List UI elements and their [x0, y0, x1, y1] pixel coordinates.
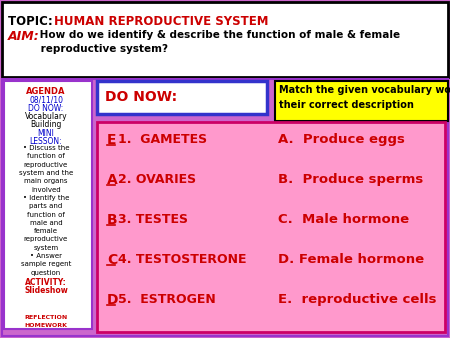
- FancyBboxPatch shape: [275, 81, 448, 121]
- Text: DO NOW:: DO NOW:: [105, 90, 177, 104]
- Text: involved: involved: [31, 187, 61, 193]
- FancyBboxPatch shape: [4, 81, 92, 329]
- Text: E.  reproductive cells: E. reproductive cells: [278, 293, 436, 306]
- Text: male and: male and: [30, 220, 62, 226]
- Text: ACTIVITY:: ACTIVITY:: [25, 278, 67, 287]
- Text: parts and: parts and: [29, 203, 63, 209]
- Text: function of: function of: [27, 153, 65, 160]
- Text: Match the given vocabulary words to
their correct description: Match the given vocabulary words to thei…: [279, 85, 450, 110]
- Text: • Identify the: • Identify the: [23, 195, 69, 201]
- Text: reproductive: reproductive: [24, 236, 68, 242]
- Text: Slideshow: Slideshow: [24, 286, 68, 295]
- Text: B: B: [107, 213, 117, 227]
- Text: Vocabulary: Vocabulary: [25, 112, 68, 121]
- Text: function of: function of: [27, 212, 65, 217]
- Text: B.  Produce sperms: B. Produce sperms: [278, 173, 423, 186]
- FancyBboxPatch shape: [97, 122, 445, 332]
- Text: reproductive system?: reproductive system?: [8, 44, 168, 54]
- Text: 5.  ESTROGEN: 5. ESTROGEN: [118, 293, 216, 306]
- Text: 3. TESTES: 3. TESTES: [118, 213, 188, 226]
- Text: D. Female hormone: D. Female hormone: [278, 253, 424, 266]
- Text: 08/11/10: 08/11/10: [29, 95, 63, 104]
- Text: • Answer: • Answer: [30, 253, 62, 259]
- Text: system and the: system and the: [19, 170, 73, 176]
- Text: A: A: [107, 173, 118, 187]
- Text: AGENDA: AGENDA: [26, 87, 66, 96]
- FancyBboxPatch shape: [2, 79, 448, 336]
- Text: E: E: [107, 133, 117, 147]
- FancyBboxPatch shape: [2, 2, 448, 77]
- Text: C.  Male hormone: C. Male hormone: [278, 213, 409, 226]
- Text: D: D: [107, 293, 118, 307]
- Text: 2. OVARIES: 2. OVARIES: [118, 173, 196, 186]
- Text: question: question: [31, 270, 61, 275]
- Text: How do we identify & describe the function of male & female: How do we identify & describe the functi…: [36, 30, 400, 40]
- Text: MINI: MINI: [37, 128, 54, 138]
- Text: main organs: main organs: [24, 178, 68, 184]
- Text: C: C: [107, 253, 117, 267]
- Text: REFLECTION: REFLECTION: [24, 315, 68, 320]
- Text: A.  Produce eggs: A. Produce eggs: [278, 133, 405, 146]
- Text: system: system: [33, 245, 58, 251]
- Text: TOPIC:: TOPIC:: [8, 15, 61, 28]
- Text: HUMAN REPRODUCTIVE SYSTEM: HUMAN REPRODUCTIVE SYSTEM: [54, 15, 269, 28]
- Text: 1.  GAMETES: 1. GAMETES: [118, 133, 207, 146]
- FancyBboxPatch shape: [97, 81, 267, 114]
- Text: LESSON:: LESSON:: [30, 137, 62, 146]
- Text: HOMEWORK: HOMEWORK: [24, 323, 68, 328]
- Text: Building: Building: [30, 120, 62, 129]
- Text: • Discuss the: • Discuss the: [23, 145, 69, 151]
- Text: reproductive: reproductive: [24, 162, 68, 168]
- Text: DO NOW:: DO NOW:: [28, 104, 63, 113]
- Text: AIM:: AIM:: [8, 30, 40, 43]
- Text: female: female: [34, 228, 58, 234]
- Text: sample regent: sample regent: [21, 261, 71, 267]
- Text: 4. TESTOSTERONE: 4. TESTOSTERONE: [118, 253, 247, 266]
